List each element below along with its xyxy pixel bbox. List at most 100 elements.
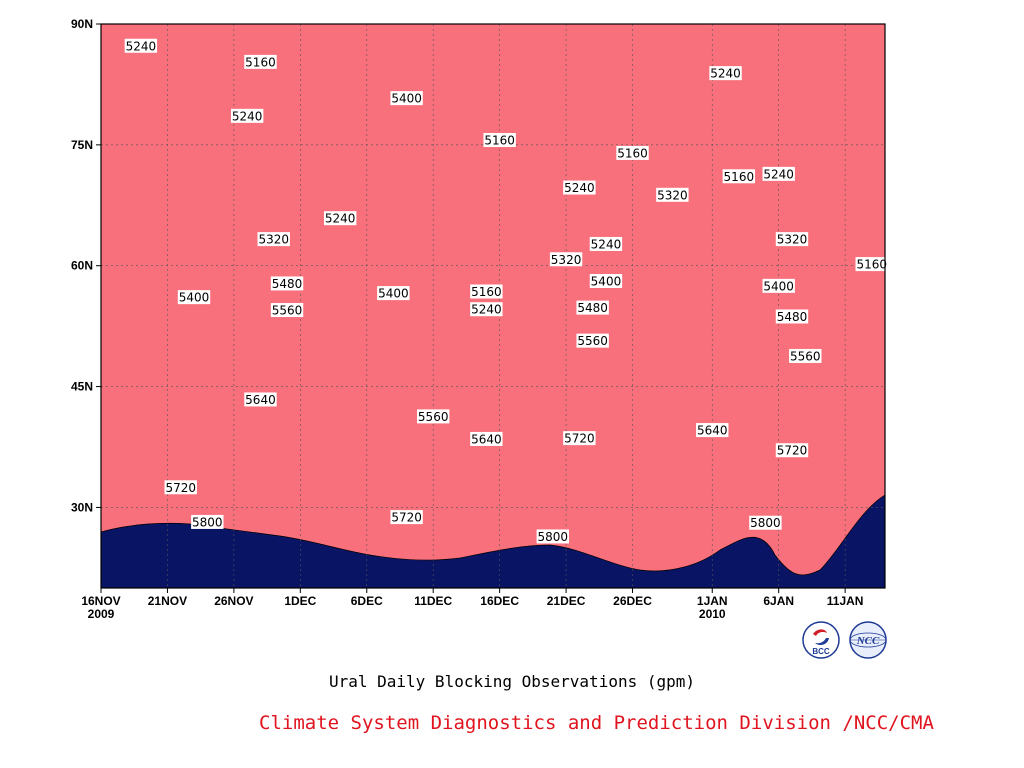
chart-title: Ural Daily Blocking Observations (gpm): [328, 672, 696, 691]
contour-label: 5240: [323, 211, 357, 226]
contour-label-text: 5160: [617, 146, 648, 160]
contour-label-bg: [775, 232, 809, 247]
contour-label-bg: [470, 431, 503, 446]
contour-label-text: 5560: [272, 304, 303, 318]
contour-label-bg: [470, 302, 503, 317]
contour-label-bg: [709, 66, 742, 81]
contour-label-bg: [323, 211, 357, 226]
contour-label-bg: [789, 348, 822, 363]
contour-label: 5160: [244, 54, 277, 69]
ncc-logo-icon: NCC: [849, 621, 887, 659]
contour-label: 5240: [589, 236, 623, 251]
contour-label: 5480: [270, 276, 304, 291]
contour-label-bg: [576, 333, 609, 348]
gridlines: [101, 24, 885, 588]
contour-label-bg: [656, 187, 689, 202]
contour-fills: [101, 24, 885, 588]
contour-label: 5240: [762, 166, 795, 181]
contour-label-text: 5800: [750, 516, 781, 530]
contour-label-bg: [749, 515, 782, 530]
contour-label: 5400: [390, 91, 423, 106]
contour-label: 5400: [177, 290, 211, 305]
x-tick-label: 16NOV: [81, 594, 120, 608]
contour-label-bg: [470, 284, 503, 299]
contour-label-text: 5240: [325, 212, 356, 226]
contour-label-bg: [230, 108, 264, 123]
contour-label-bg: [390, 510, 423, 525]
contour-label-bg: [244, 392, 277, 407]
contour-label: 5320: [257, 232, 290, 247]
contour-label: 5240: [563, 180, 596, 195]
contour-label-text: 5480: [577, 301, 608, 315]
contour-label-text: 5720: [564, 432, 595, 446]
contour-label-text: 5160: [245, 55, 276, 69]
contour-label-bg: [589, 236, 623, 251]
contour-label-text: 5480: [777, 310, 808, 324]
contour-label: 5560: [417, 409, 450, 424]
contour-label: 5240: [230, 108, 264, 123]
contour-label-bg: [775, 309, 809, 324]
contour-label-bg: [257, 232, 290, 247]
contour-label: 5560: [270, 303, 304, 318]
contour-label-text: 5560: [577, 334, 608, 348]
contour-label: 5320: [775, 232, 809, 247]
contour-label: 5560: [576, 333, 609, 348]
contour-label: 5160: [616, 145, 649, 160]
contour-label: 5400: [762, 278, 795, 293]
contour-label: 5720: [164, 480, 197, 495]
contour-label-bg: [563, 180, 596, 195]
contour-label: 5320: [549, 252, 583, 267]
x-tick-label: 11DEC: [414, 594, 452, 608]
contour-label-text: 5320: [551, 253, 582, 267]
contour-label-text: 5240: [471, 303, 502, 317]
x-tick-label: 6JAN: [763, 594, 794, 608]
contour-label-bg: [164, 480, 197, 495]
contour-label: 5160: [483, 133, 516, 148]
contour-label-text: 5240: [591, 237, 622, 251]
contour-label: 5640: [696, 423, 729, 438]
contour-label-text: 5720: [777, 444, 808, 458]
contour-label-bg: [536, 529, 569, 544]
contour-label-text: 5320: [258, 233, 289, 247]
y-tick-label: 75N: [71, 138, 93, 152]
contour-label-bg: [377, 286, 410, 301]
contour-label-bg: [483, 133, 516, 148]
contour-label: 5640: [244, 392, 277, 407]
contour-label: 5480: [775, 309, 809, 324]
contour-label-text: 5560: [790, 349, 821, 363]
contour-label: 5400: [377, 286, 410, 301]
contour-label-text: 5640: [471, 432, 502, 446]
contour-label: 5400: [589, 274, 623, 289]
ncc-logo-text: NCC: [856, 635, 880, 647]
contour-label-text: 5400: [179, 291, 210, 305]
contour-label: 5720: [775, 443, 809, 458]
band-cap: [101, 24, 885, 576]
x-tick-label: 1JAN: [697, 594, 728, 608]
contour-label-bg: [576, 300, 609, 315]
x-tick-label: 1DEC: [284, 594, 316, 608]
contour-label-bg: [563, 431, 596, 446]
x-tick-label: 11JAN: [827, 594, 864, 608]
contour-label-text: 5160: [724, 170, 755, 184]
y-tick-label: 90N: [71, 17, 93, 31]
contour-label-bg: [244, 54, 277, 69]
contour-label-bg: [589, 274, 623, 289]
contour-label: 5160: [470, 284, 503, 299]
contour-label: 5320: [656, 187, 689, 202]
contour-label-text: 5320: [657, 188, 688, 202]
contour-label: 5240: [470, 302, 503, 317]
contour-label-text: 5720: [165, 481, 196, 495]
contour-label-text: 5240: [763, 167, 794, 181]
y-tick-label: 30N: [71, 500, 93, 514]
contour-label-bg: [191, 514, 224, 529]
contour-label-text: 5160: [484, 134, 515, 148]
contour-label-text: 5160: [856, 258, 887, 272]
x-tick-label: 26NOV: [214, 594, 253, 608]
contour-label: 5800: [536, 529, 569, 544]
y-tick-label: 60N: [71, 259, 93, 273]
contour-label-text: 5400: [591, 275, 622, 289]
contour-label-text: 5240: [232, 109, 263, 123]
contour-label-text: 5160: [471, 285, 502, 299]
